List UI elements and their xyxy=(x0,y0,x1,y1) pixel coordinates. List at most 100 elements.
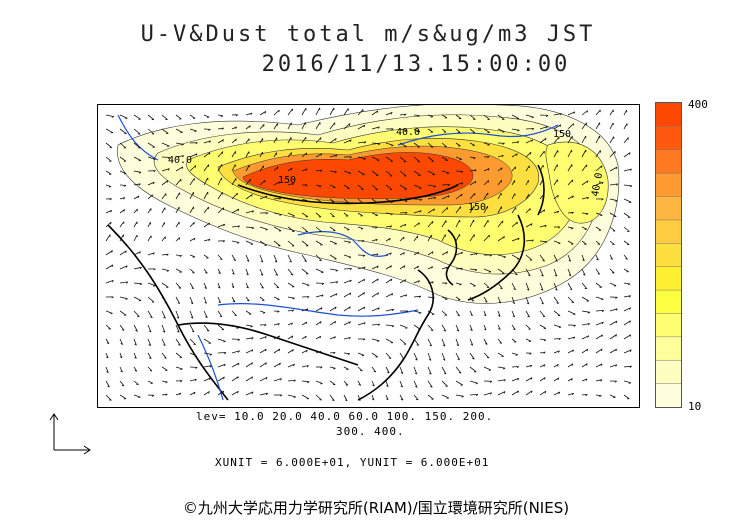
wind-vector-head xyxy=(571,392,575,396)
wind-vector xyxy=(539,390,547,396)
wind-vector-head xyxy=(363,292,365,295)
wind-vector-head xyxy=(503,256,506,259)
wind-vector xyxy=(273,166,279,172)
wind-vector xyxy=(147,235,152,242)
wind-vector-head xyxy=(526,288,530,291)
wind-vector-head xyxy=(401,358,405,360)
wind-vector xyxy=(469,180,477,186)
wind-vector xyxy=(343,352,350,355)
wind-vector xyxy=(469,234,475,242)
wind-vector-head xyxy=(110,222,112,225)
wind-vector-head xyxy=(194,130,197,133)
wind-vector xyxy=(287,363,295,368)
wind-vector xyxy=(399,198,408,202)
wind-vector xyxy=(343,292,352,298)
wind-vector-head xyxy=(485,300,488,303)
wind-vector xyxy=(567,254,571,262)
wind-vector xyxy=(511,153,518,158)
wind-vector-head xyxy=(349,268,352,271)
wind-vector-head xyxy=(208,129,211,131)
wind-vector-head xyxy=(305,335,307,339)
wind-vector xyxy=(329,293,338,298)
wind-vector xyxy=(469,252,478,256)
wind-vector xyxy=(539,126,548,130)
wind-vector xyxy=(161,142,170,147)
wind-vector xyxy=(105,184,112,187)
wind-vector-head xyxy=(177,330,180,333)
wind-vector xyxy=(119,221,125,228)
wind-vector xyxy=(231,164,236,172)
wind-vector xyxy=(609,183,618,186)
wind-vector-head xyxy=(205,272,208,274)
wind-vector-head xyxy=(377,292,379,295)
wind-vector-head xyxy=(419,210,422,213)
vector-unit-line: XUNIT = 6.000E+01, YUNIT = 6.000E+01 xyxy=(215,456,490,469)
wind-vector xyxy=(511,310,515,318)
wind-vector xyxy=(329,254,337,260)
wind-vector xyxy=(595,282,602,288)
wind-vector xyxy=(133,170,142,173)
wind-vector xyxy=(581,180,589,186)
wind-vector-head xyxy=(139,251,141,254)
reference-vector-icon xyxy=(49,413,91,455)
wind-vector xyxy=(133,251,141,256)
wind-vector xyxy=(133,156,141,161)
wind-vector xyxy=(385,366,390,374)
wind-vector xyxy=(147,194,153,200)
wind-vector-head xyxy=(586,348,589,352)
wind-vector xyxy=(469,268,478,271)
wind-vector-head xyxy=(320,307,323,310)
wind-vector-head xyxy=(502,142,505,145)
wind-vector-head xyxy=(237,391,239,394)
wind-vector xyxy=(497,379,506,382)
wind-vector xyxy=(119,234,124,242)
wind-vector xyxy=(175,282,182,289)
wind-vector xyxy=(483,268,492,273)
wind-vector xyxy=(427,394,434,400)
wind-vector-head xyxy=(278,181,281,184)
wind-vector-head xyxy=(558,326,562,329)
wind-vector xyxy=(301,226,308,233)
wind-vector xyxy=(343,254,352,258)
wind-vector-head xyxy=(265,195,268,199)
wind-vector xyxy=(441,114,448,119)
wind-vector xyxy=(483,180,489,186)
wind-vector xyxy=(441,251,448,256)
wind-vector xyxy=(175,268,182,273)
wind-vector xyxy=(133,195,140,200)
wind-vector-head xyxy=(610,258,613,260)
wind-vector xyxy=(287,183,294,186)
wind-vector-head xyxy=(206,116,210,118)
wind-vector-head xyxy=(246,273,249,276)
wind-vector-head xyxy=(487,168,490,171)
wind-vector-head xyxy=(570,227,574,230)
wind-vector xyxy=(189,391,196,396)
wind-vector xyxy=(329,306,337,312)
wind-vector xyxy=(357,212,363,217)
wind-vector-head xyxy=(320,366,323,369)
wind-vector xyxy=(119,281,128,284)
wind-vector-head xyxy=(349,321,351,324)
wind-vector-head xyxy=(600,348,603,352)
wind-vector-head xyxy=(178,344,181,346)
wind-vector xyxy=(553,164,558,172)
wind-vector xyxy=(273,197,282,200)
wind-vector-head xyxy=(163,344,166,347)
wind-vector xyxy=(609,136,615,144)
wind-vector xyxy=(329,380,336,386)
wind-vector-head xyxy=(403,252,405,255)
wind-vector-head xyxy=(265,392,268,396)
wind-vector xyxy=(231,268,235,275)
wind-vector xyxy=(105,128,114,134)
wind-vector xyxy=(147,181,155,186)
wind-vector xyxy=(119,197,125,200)
wind-vector xyxy=(511,207,517,214)
wind-vector-head xyxy=(319,351,322,354)
wind-vector xyxy=(259,376,268,382)
wind-vector-head xyxy=(431,281,434,284)
wind-vector xyxy=(525,165,530,172)
wind-vector xyxy=(217,376,225,382)
wind-vector-head xyxy=(305,200,308,202)
wind-vector-head xyxy=(191,287,194,290)
wind-vector-head xyxy=(446,172,450,175)
